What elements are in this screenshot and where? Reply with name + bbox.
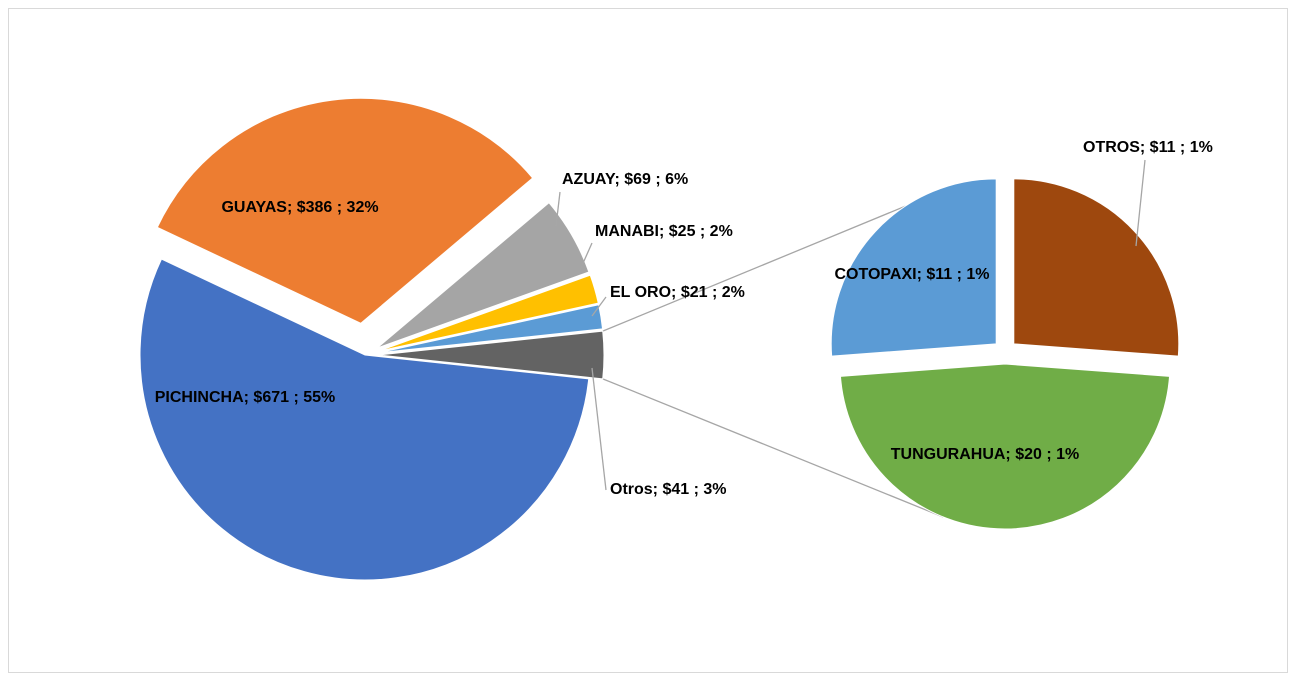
data-label: MANABI; $25 ; 2% [595,223,733,240]
pie-slice [376,202,590,349]
data-label: Otros; $41 ; 3% [610,481,726,498]
data-label: AZUAY; $69 ; 6% [562,171,688,188]
data-label: GUAYAS; $386 ; 32% [221,199,378,216]
data-label: PICHINCHA; $671 ; 55% [155,389,336,406]
data-label: EL ORO; $21 ; 2% [610,284,745,301]
connector-line [602,378,944,518]
pie-slice [378,330,605,380]
pie-slice [830,178,997,357]
pie-slice [839,363,1171,530]
leader-line [591,296,607,317]
leader-line [591,367,607,491]
pie-slice [378,304,604,354]
leader-line [1135,159,1146,247]
pie-slice [139,258,590,581]
pie-slice [378,274,599,352]
connector-line [602,205,906,332]
data-label: COTOPAXI; $11 ; 1% [834,266,989,283]
data-label: TUNGURAHUA; $20 ; 1% [891,446,1079,463]
leader-line [555,191,561,227]
pie-slice [1013,178,1180,357]
leader-line [579,242,593,271]
pie-slice [156,97,534,324]
data-label: OTROS; $11 ; 1% [1083,139,1213,156]
